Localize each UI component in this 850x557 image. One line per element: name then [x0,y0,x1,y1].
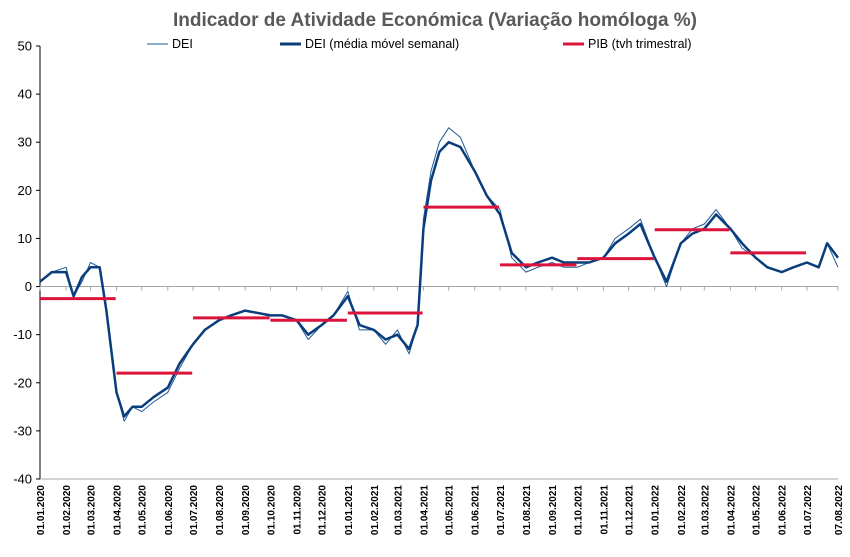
series-dei-line [39,127,839,422]
series-dei-moving-average-line [39,140,839,418]
y-tick-label: -30 [13,423,32,438]
x-tick-label: 01.04.2020 [113,485,124,535]
y-tick-label: 30 [18,135,32,150]
x-axis: 01.01.2020 01.02.2020 01.03.2020 01.04.2020… [36,286,845,535]
x-tick-label: 01.07.2022 [803,485,814,535]
legend-label-dei: DEI [172,37,193,51]
y-tick-label: 40 [18,87,32,102]
x-tick-label: 01.01.2021 [344,485,355,535]
x-tick-label: 01.01.2022 [651,485,662,535]
x-tick-label: 01.07.2020 [189,485,200,535]
legend-label-pib: PIB (tvh trimestral) [588,37,692,51]
x-tick-label: 01.12.2021 [625,485,636,535]
x-tick-label: 01.03.2021 [393,485,404,535]
x-tick-label: 01.04.2021 [419,485,430,535]
x-tick-label: 01.09.2020 [241,485,252,535]
plot-area [39,127,839,422]
x-tick-label: 01.07.2021 [496,485,507,535]
legend-label-dei-mm: DEI (média móvel semanal) [305,37,459,51]
y-tick-label: -10 [13,327,32,342]
y-tick-label: -20 [13,375,32,390]
x-tick-label: 01.08.2021 [522,485,533,535]
x-tick-label: 01.11.2020 [292,485,303,535]
x-tick-label: 01.04.2022 [726,485,737,535]
x-tick-label: 01.05.2022 [752,485,763,535]
x-tick-label: 01.12.2020 [318,485,329,535]
x-tick-label: 01.10.2021 [573,485,584,535]
x-tick-label: 01.08.2020 [215,485,226,535]
x-tick-label: 01.06.2022 [778,485,789,535]
y-tick-label: 20 [18,183,32,198]
y-axis: 50 40 30 20 10 0 -10 -20 -30 -40 [13,39,41,487]
x-tick-label: 01.02.2022 [677,485,688,535]
x-tick-label: 01.09.2021 [548,485,559,535]
x-tick-label: 01.05.2020 [138,485,149,535]
x-tick-label: 01.06.2020 [164,485,175,535]
x-tick-label: 01.01.2020 [36,485,47,535]
x-tick-label: 01.10.2020 [266,485,277,535]
y-tick-label: 0 [25,279,32,294]
x-tick-label: 01.03.2022 [700,485,711,535]
x-tick-label: 01.11.2021 [599,485,610,535]
chart-title: Indicador de Atividade Económica (Variaç… [173,10,697,31]
x-tick-label: 01.06.2021 [471,485,482,535]
x-tick-label: 01.03.2020 [86,485,97,535]
y-tick-label: 50 [18,39,32,54]
legend: DEI DEI (média móvel semanal) PIB (tvh t… [147,37,692,51]
y-tick-label: -40 [13,472,32,487]
x-tick-label: 01.05.2021 [445,485,456,535]
x-tick-label: 07.08.2022 [834,485,845,535]
x-tick-label: 01.02.2020 [62,485,73,535]
y-tick-label: 10 [18,231,32,246]
x-tick-label: 01.02.2021 [370,485,381,535]
